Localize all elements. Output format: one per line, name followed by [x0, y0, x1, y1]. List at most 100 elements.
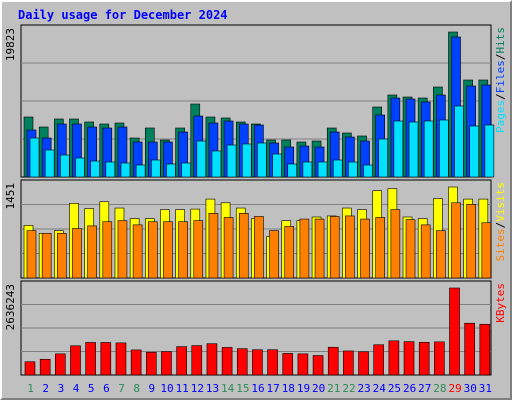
bar-kbytes: [206, 343, 218, 376]
bar-pages: [302, 161, 313, 178]
bar-sites: [208, 213, 219, 279]
bar-kbytes: [161, 351, 172, 376]
bar-pages: [348, 161, 358, 178]
max-label-traffic: 2636243: [4, 284, 17, 330]
day-label: 29: [448, 382, 461, 395]
bar-kbytes: [267, 349, 278, 376]
max-label-requests: 19823: [4, 28, 17, 61]
day-label: 28: [433, 382, 446, 395]
bar-sites: [405, 219, 416, 279]
bar-pages: [75, 157, 85, 178]
day-label: 22: [342, 382, 355, 395]
bar-kbytes: [70, 345, 81, 376]
legend-entry: /: [494, 93, 507, 100]
bar-sites: [117, 220, 128, 279]
day-label: 14: [221, 382, 235, 395]
day-label: 9: [149, 382, 156, 395]
day-label: 26: [403, 382, 416, 395]
chart-layer: 19823Pages/Files/Hits1451Sites/Visits263…: [4, 24, 507, 395]
bar-pages: [150, 159, 161, 178]
legend-entry: Files: [494, 60, 507, 93]
bar-pages: [378, 138, 389, 178]
legend-requests: Pages/Files/Hits: [494, 27, 507, 133]
bar-sites: [269, 230, 279, 279]
day-label: 3: [58, 382, 65, 395]
bar-kbytes: [236, 348, 248, 376]
bar-pages: [196, 140, 207, 178]
day-label: 4: [73, 382, 80, 395]
day-label: 13: [206, 382, 219, 395]
bar-pages: [181, 162, 191, 178]
bar-kbytes: [282, 353, 294, 376]
bar-sites: [466, 204, 476, 279]
day-label: 1: [27, 382, 34, 395]
day-label: 31: [479, 382, 492, 395]
day-label: 11: [176, 382, 189, 395]
bar-kbytes: [327, 346, 339, 376]
bar-pages: [272, 153, 282, 178]
bar-kbytes: [479, 323, 491, 376]
bar-sites: [193, 220, 204, 279]
bar-sites: [420, 224, 431, 279]
bar-kbytes: [191, 345, 203, 376]
bar-kbytes: [85, 342, 96, 376]
bar-kbytes: [403, 341, 415, 376]
bar-sites: [102, 221, 113, 279]
bar-pages: [29, 137, 40, 178]
day-label: 2: [42, 382, 49, 395]
bar-pages: [454, 105, 464, 178]
bar-kbytes: [297, 353, 309, 376]
legend-visitors: Sites/Visits: [494, 182, 507, 262]
day-label: 21: [327, 382, 340, 395]
bar-pages: [484, 124, 495, 178]
legend-entry: Hits: [494, 27, 507, 54]
bar-sites: [87, 225, 97, 279]
bar-sites: [451, 202, 461, 279]
bar-pages: [135, 164, 146, 178]
bar-sites: [223, 217, 234, 279]
bar-sites: [436, 230, 446, 279]
chart-title: Daily usage for December 2024: [18, 8, 228, 22]
bar-sites: [481, 222, 492, 279]
bar-kbytes: [115, 342, 127, 376]
bar-sites: [314, 218, 325, 279]
bar-kbytes: [358, 351, 369, 376]
bar-kbytes: [343, 350, 354, 376]
day-label: 30: [464, 382, 477, 395]
bar-pages: [332, 159, 343, 178]
bar-kbytes: [145, 351, 157, 376]
bar-pages: [105, 161, 116, 178]
day-label: 10: [160, 382, 173, 395]
legend-entry: /: [494, 54, 507, 61]
bar-pages: [257, 142, 267, 178]
day-label: 24: [373, 382, 387, 395]
bar-pages: [211, 150, 222, 178]
bar-kbytes: [252, 349, 263, 376]
day-label: 27: [418, 382, 431, 395]
bar-kbytes: [434, 341, 445, 376]
bar-pages: [408, 121, 419, 178]
legend-entry: Visits: [494, 182, 507, 222]
day-label: 25: [388, 382, 401, 395]
bar-pages: [439, 119, 449, 178]
bar-sites: [132, 224, 143, 279]
bar-pages: [317, 161, 328, 178]
bar-sites: [57, 232, 67, 279]
max-label-visitors: 1451: [4, 183, 17, 210]
legend-traffic: KBytes: [494, 283, 507, 323]
day-label: 8: [133, 382, 140, 395]
legend-entry: Pages: [494, 100, 507, 133]
bar-sites: [299, 218, 310, 279]
bar-kbytes: [221, 347, 233, 376]
bar-sites: [238, 213, 249, 279]
legend-entry: KBytes: [494, 283, 507, 323]
bar-pages: [423, 120, 434, 178]
bar-kbytes: [176, 346, 187, 376]
day-label: 17: [267, 382, 280, 395]
bar-sites: [178, 221, 188, 279]
bar-sites: [345, 215, 355, 279]
day-label: 16: [251, 382, 264, 395]
day-label: 19: [297, 382, 310, 395]
bar-pages: [226, 144, 237, 178]
bar-kbytes: [449, 287, 460, 376]
